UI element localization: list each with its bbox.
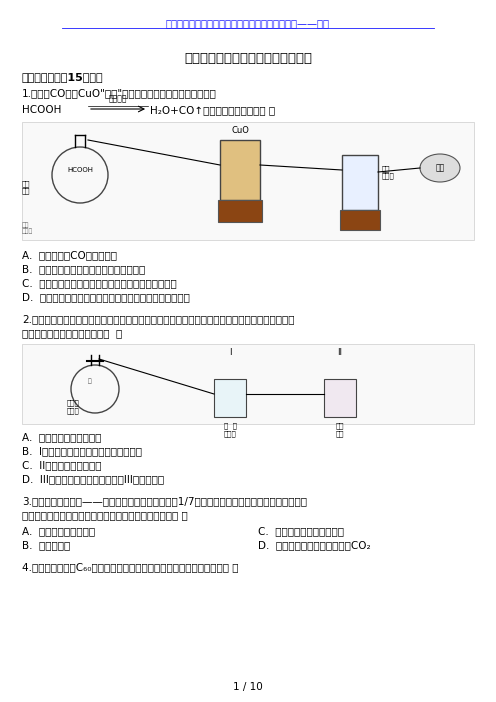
Text: CuO: CuO xyxy=(231,126,249,135)
Text: C.  在一定条件可还原氧化铜: C. 在一定条件可还原氧化铜 xyxy=(258,526,344,536)
Text: B.  具有疏松性: B. 具有疏松性 xyxy=(22,540,70,550)
Text: 试液: 试液 xyxy=(336,430,344,437)
Text: HCOOH: HCOOH xyxy=(67,167,93,173)
Text: 验，下列说法中，不正确的是（  ）: 验，下列说法中，不正确的是（ ） xyxy=(22,328,122,338)
Text: 者都是碳单质），下列关于碳海绵的说法中不正确的是（ ）: 者都是碳单质），下列关于碳海绵的说法中不正确的是（ ） xyxy=(22,510,188,520)
Bar xyxy=(214,379,246,417)
Text: B.  此装置可节约用品，污染小，现象明显: B. 此装置可节约用品，污染小，现象明显 xyxy=(22,264,145,274)
Text: 1.如图为CO还原CuO"微型"实验装置（夹持仪器等略），已知: 1.如图为CO还原CuO"微型"实验装置（夹持仪器等略），已知 xyxy=(22,88,217,98)
Text: D.  III中紫色石蕊试液变红，但第III步是多余的: D. III中紫色石蕊试液变红，但第III步是多余的 xyxy=(22,474,164,484)
Text: B.  I中鸡蛋壳溶着稀盐酸，产生大量气泡: B. I中鸡蛋壳溶着稀盐酸，产生大量气泡 xyxy=(22,446,142,456)
Bar xyxy=(218,200,262,222)
Text: A.  常温下化学性质活泼: A. 常温下化学性质活泼 xyxy=(22,526,95,536)
Bar xyxy=(220,140,260,200)
Text: 一、单选题（共15小题）: 一、单选题（共15小题） xyxy=(22,72,104,82)
Text: 3.世界上最轻的材料——碳海绵，其密度只有空气的1/7，它的主要成分是石墨烯和碳纳米管（两: 3.世界上最轻的材料——碳海绵，其密度只有空气的1/7，它的主要成分是石墨烯和碳… xyxy=(22,496,307,506)
Text: 稀液
硫酸: 稀液 硫酸 xyxy=(22,180,30,194)
Text: 气球: 气球 xyxy=(435,164,444,173)
Text: I: I xyxy=(229,348,231,357)
Text: C.  此装置内空间较小，空气易排空，实验危险系数小: C. 此装置内空间较小，空气易排空，实验危险系数小 xyxy=(22,278,177,288)
Text: A.  实验中所需CO可现制现用: A. 实验中所需CO可现制现用 xyxy=(22,250,117,260)
Text: 石  灰: 石 灰 xyxy=(224,422,237,429)
Text: H₂O+CO↑，下列说法错误的是（ ）: H₂O+CO↑，下列说法错误的是（ ） xyxy=(150,105,275,115)
Text: 第六单元《碳和碳的化合物》测试卷: 第六单元《碳和碳的化合物》测试卷 xyxy=(184,52,312,65)
Bar xyxy=(342,155,378,210)
Ellipse shape xyxy=(420,154,460,182)
Text: D.  在氧气中充分燃烧的产物是CO₂: D. 在氧气中充分燃烧的产物是CO₂ xyxy=(258,540,371,550)
Text: 石灰水: 石灰水 xyxy=(224,430,237,437)
Bar xyxy=(22,122,474,240)
Text: II: II xyxy=(337,348,343,357)
Text: A.  鸡蛋壳发生了分解反应: A. 鸡蛋壳发生了分解反应 xyxy=(22,432,101,442)
Text: 2.某同学设计了如图所示实验，证明鸡蛋壳的主要成分是碳酸钙，经检验装置气密性合格后进行实: 2.某同学设计了如图所示实验，证明鸡蛋壳的主要成分是碳酸钙，经检验装置气密性合格… xyxy=(22,314,295,324)
Text: 壳: 壳 xyxy=(88,378,92,384)
Text: 1 / 10: 1 / 10 xyxy=(233,682,263,692)
Text: 稀液
硫酸一: 稀液 硫酸一 xyxy=(22,222,33,234)
Text: C.  II中澄清石灰水变浑浊: C. II中澄清石灰水变浑浊 xyxy=(22,460,102,470)
Text: D.  该实验中所涉及反应的基本类型有分解反应和置换反应: D. 该实验中所涉及反应的基本类型有分解反应和置换反应 xyxy=(22,292,190,302)
Bar xyxy=(324,379,356,417)
Text: 澄清
石灰水: 澄清 石灰水 xyxy=(382,165,395,179)
Text: 鸡蛋壳
稀盐酸: 鸡蛋壳 稀盐酸 xyxy=(67,399,80,414)
Text: 石蕊: 石蕊 xyxy=(336,422,344,429)
Text: 热浓硫酸: 热浓硫酸 xyxy=(109,94,127,103)
Text: 4.金刚石、石墨和C₆₀都是由碳元素组成的单质，下列叙述不正确的是（ ）: 4.金刚石、石墨和C₆₀都是由碳元素组成的单质，下列叙述不正确的是（ ） xyxy=(22,562,239,572)
Text: HCOOH: HCOOH xyxy=(22,105,62,115)
Text: 知识像烛光，能照亮一个人，也能照亮无数的人。——培根: 知识像烛光，能照亮一个人，也能照亮无数的人。——培根 xyxy=(166,18,330,28)
Bar xyxy=(340,210,380,230)
Bar xyxy=(22,344,474,424)
